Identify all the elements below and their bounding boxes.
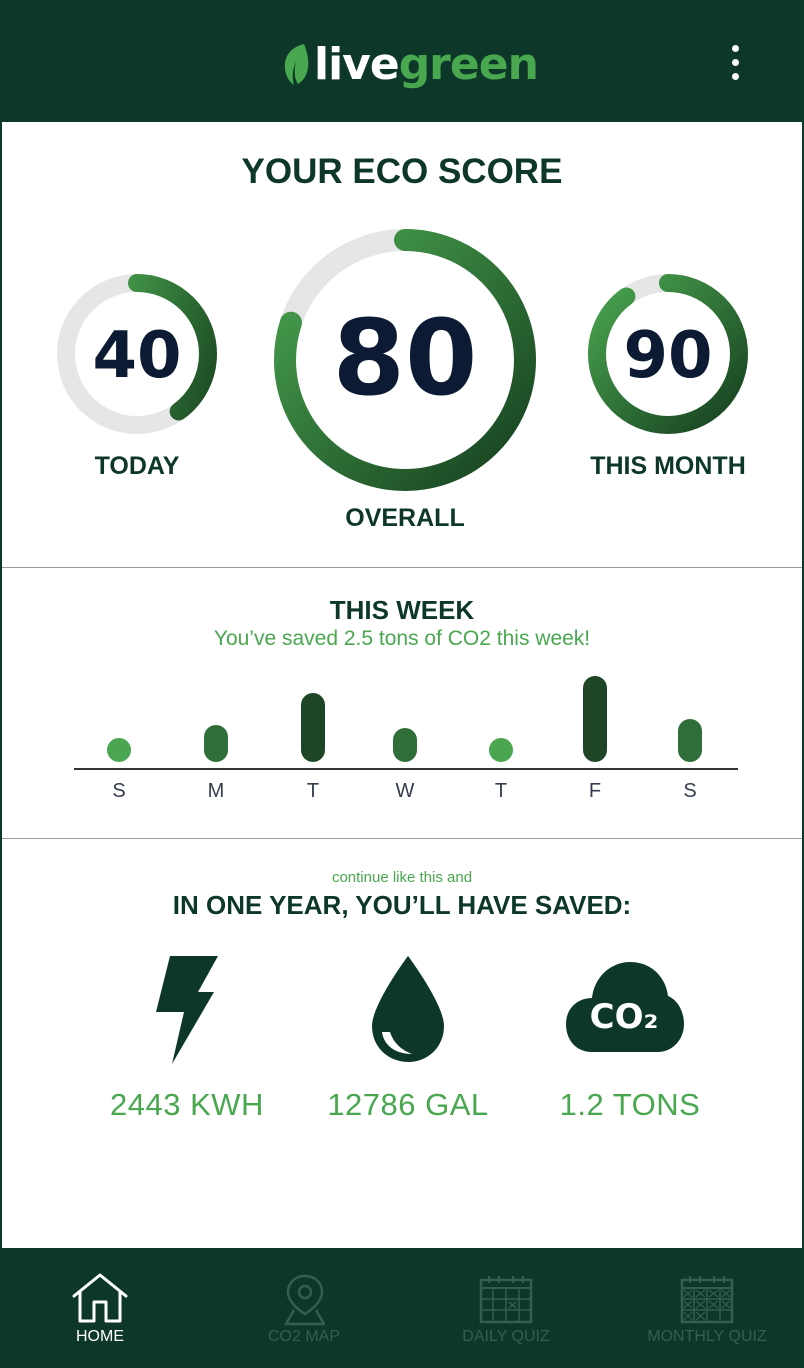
home-icon [72, 1273, 128, 1323]
week-day-label: F [588, 780, 602, 802]
week-bar-5 [583, 676, 607, 762]
week-bar-4 [489, 738, 513, 762]
today-ring-progress [57, 274, 217, 434]
week-day-label: S [112, 780, 126, 802]
month-score-value: 90 [623, 319, 713, 393]
calendar-icon [479, 1276, 533, 1324]
map-pin-icon [284, 1274, 326, 1326]
water-drop-icon [372, 956, 444, 1062]
month-score-label: THIS MONTH [590, 452, 746, 480]
logo-green-text: green [398, 38, 539, 90]
score-rings [57, 229, 748, 491]
nav-daily-quiz[interactable]: DAILY QUIZ [446, 1248, 566, 1366]
section-divider [2, 838, 802, 839]
overall-ring-progress [274, 229, 536, 491]
nav-co2-map-label: CO2 MAP [267, 1328, 340, 1345]
today-score-label: TODAY [94, 452, 180, 480]
week-chart-axis [74, 768, 738, 770]
nav-monthly-quiz[interactable]: MONTHLY QUIZ [636, 1248, 778, 1366]
week-day-label: T [494, 780, 508, 802]
stat-energy-value: 2443 KWH [110, 1087, 264, 1122]
lightning-bolt-icon [156, 956, 218, 1064]
app-logo: live green [282, 34, 539, 94]
calendar-grid-icon [680, 1276, 734, 1324]
week-day-label: W [395, 780, 415, 802]
week-subtitle: You’ve saved 2.5 tons of CO2 this week! [213, 627, 591, 650]
nav-home-label: HOME [76, 1328, 124, 1345]
week-bar-3 [393, 727, 417, 762]
week-bar-6 [678, 719, 702, 762]
co2-icon-text: CO₂ [590, 997, 659, 1037]
nav-home[interactable]: HOME [42, 1248, 158, 1366]
leaf-icon [284, 44, 309, 85]
eco-score-title: YOUR ECO SCORE [241, 152, 563, 191]
overall-score-label: OVERALL [345, 504, 465, 532]
stat-water-value: 12786 GAL [327, 1087, 489, 1122]
projection-note: continue like this and [331, 869, 473, 886]
logo-live-text: live [314, 38, 400, 90]
nav-co2-map[interactable]: CO2 MAP [246, 1248, 362, 1366]
week-day-label: T [306, 780, 320, 802]
week-bar-2 [301, 693, 325, 762]
week-title: THIS WEEK [329, 595, 475, 625]
overall-score-value: 80 [332, 297, 478, 419]
co2-cloud-icon: CO₂ [566, 962, 684, 1052]
section-divider [2, 567, 802, 568]
month-ring-progress [588, 274, 748, 434]
more-vertical-icon[interactable] [724, 42, 746, 84]
nav-daily-quiz-label: DAILY QUIZ [462, 1328, 550, 1345]
today-score-value: 40 [92, 319, 182, 393]
projection-title: IN ONE YEAR, YOU’LL HAVE SAVED: [172, 890, 632, 920]
week-day-label: S [683, 780, 697, 802]
week-bar-0 [107, 738, 131, 762]
app-header: live green [2, 2, 802, 122]
stat-co2-value: 1.2 TONS [559, 1087, 701, 1122]
week-day-label: M [207, 780, 225, 802]
nav-monthly-quiz-label: MONTHLY QUIZ [647, 1328, 767, 1345]
bottom-nav: HOME CO2 MAP DAILY QUIZ [2, 1248, 802, 1366]
week-bar-1 [204, 725, 228, 762]
